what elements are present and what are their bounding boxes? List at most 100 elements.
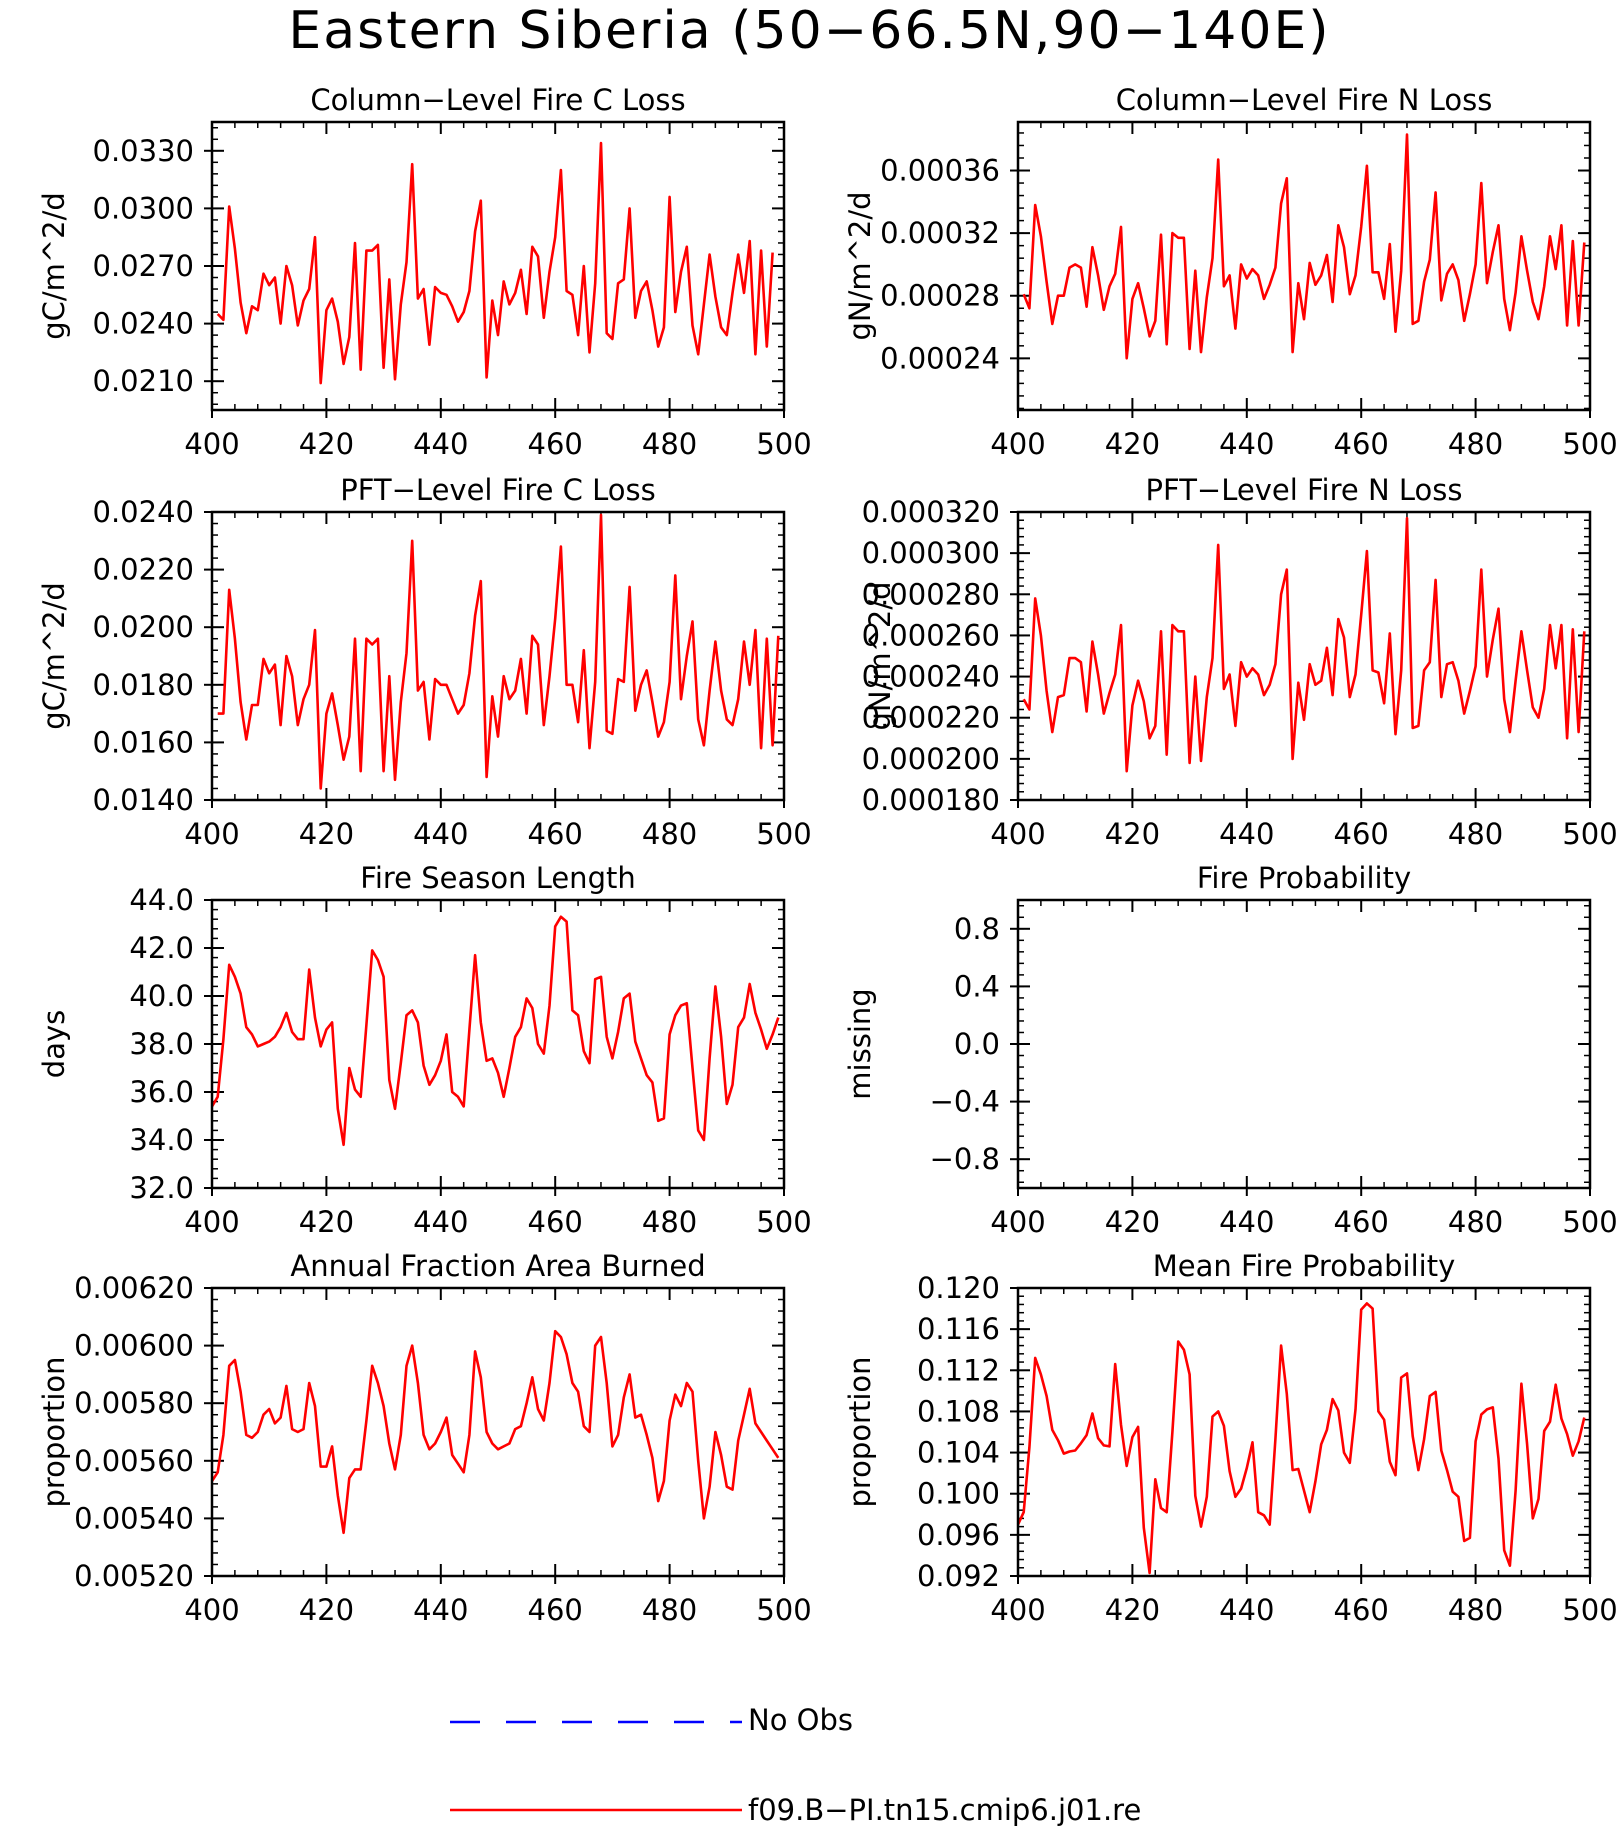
y-tick-label: 0.0240 <box>93 307 194 341</box>
y-tick-label: 0.000320 <box>862 495 1000 529</box>
y-tick-label: 40.0 <box>129 979 194 1013</box>
y-tick-label: 0.120 <box>917 1271 1000 1305</box>
x-tick-label: 400 <box>990 427 1045 461</box>
y-tick-label: −0.8 <box>930 1142 1000 1176</box>
y-tick-label: 0.092 <box>917 1559 1000 1593</box>
x-tick-label: 480 <box>1448 427 1503 461</box>
x-tick-label: 480 <box>642 427 697 461</box>
y-tick-label: 0.0140 <box>93 783 194 817</box>
y-tick-label: 0.4 <box>954 969 1000 1003</box>
x-tick-label: 500 <box>756 1593 811 1627</box>
y-tick-label: 0.000240 <box>862 660 1000 694</box>
plot-frame <box>210 510 786 802</box>
series-line <box>216 141 774 385</box>
y-tick-label: 0.0200 <box>93 610 194 644</box>
y-tick-label: 0.000260 <box>862 618 1000 652</box>
y-tick-label: 0.00580 <box>74 1386 194 1420</box>
plot-frame <box>1016 120 1592 412</box>
y-tick-label: 32.0 <box>129 1171 194 1205</box>
panel-title: Annual Fraction Area Burned <box>290 1249 705 1283</box>
x-tick-label: 460 <box>528 1205 583 1239</box>
y-tick-label: 0.000180 <box>862 783 1000 817</box>
x-tick-label: 500 <box>1562 427 1617 461</box>
plot-frame <box>210 1286 786 1578</box>
y-tick-label: 0.0210 <box>93 364 194 398</box>
x-tick-label: 500 <box>756 817 811 851</box>
y-tick-label: 0.0160 <box>93 725 194 759</box>
series-line <box>210 915 780 1147</box>
plot-frame <box>210 120 786 412</box>
y-tick-label: 0.0240 <box>93 495 194 529</box>
panel-4: PFT−Level Fire N Loss gN/m^2/d 400 420 440 46… <box>862 473 1618 851</box>
x-tick-label: 400 <box>184 1593 239 1627</box>
y-tick-label: 0.00024 <box>880 341 1000 375</box>
panel-7: Annual Fraction Area Burned proportion 400… <box>37 1249 812 1627</box>
y-axis-label: days <box>37 1010 71 1078</box>
x-tick-label: 420 <box>1105 427 1160 461</box>
panel-2: Column−Level Fire N Loss gN/m^2/d 400 420 44… <box>843 83 1618 461</box>
x-tick-label: 440 <box>1219 427 1274 461</box>
x-tick-label: 460 <box>1334 427 1389 461</box>
y-tick-label: 0.00032 <box>880 216 1000 250</box>
panel-6: Fire Probability missing 400 420 440 460 480 50… <box>843 861 1618 1239</box>
x-tick-label: 420 <box>1105 1205 1160 1239</box>
x-tick-label: 400 <box>184 817 239 851</box>
x-tick-label: 460 <box>528 817 583 851</box>
y-tick-label: 0.0300 <box>93 191 194 225</box>
y-tick-label: 0.108 <box>917 1394 1000 1428</box>
y-tick-label: 44.0 <box>129 883 194 917</box>
plot-frame <box>1016 1286 1592 1578</box>
y-tick-label: 0.000300 <box>862 536 1000 570</box>
y-tick-label: 0.104 <box>917 1436 1000 1470</box>
panel-title: Mean Fire Probability <box>1153 1249 1456 1283</box>
panel-1: Column−Level Fire C Loss gC/m^2/d 400 420 44… <box>37 83 812 461</box>
x-tick-label: 480 <box>642 817 697 851</box>
series-line <box>217 513 780 790</box>
x-tick-label: 440 <box>413 427 468 461</box>
y-tick-label: 0.000200 <box>862 742 1000 776</box>
panel-title: PFT−Level Fire C Loss <box>340 473 656 507</box>
y-tick-label: 42.0 <box>129 931 194 965</box>
y-axis-label: proportion <box>37 1356 71 1507</box>
panel-title: Column−Level Fire C Loss <box>310 83 685 117</box>
x-tick-label: 400 <box>184 1205 239 1239</box>
y-tick-label: 0.116 <box>917 1312 1000 1346</box>
y-tick-label: 0.8 <box>954 912 1000 946</box>
y-tick-label: 0.000220 <box>862 701 1000 735</box>
x-tick-label: 460 <box>1334 817 1389 851</box>
panel-8: Mean Fire Probability proportion 400 420 440… <box>843 1249 1618 1627</box>
x-tick-label: 480 <box>1448 1205 1503 1239</box>
y-axis-label: proportion <box>843 1356 877 1507</box>
y-axis-label: missing <box>843 988 877 1099</box>
y-tick-label: 0.112 <box>917 1353 1000 1387</box>
x-tick-label: 480 <box>1448 817 1503 851</box>
y-axis-label: gC/m^2/d <box>37 582 71 730</box>
y-tick-label: 0.00540 <box>74 1501 194 1535</box>
x-tick-label: 400 <box>184 427 239 461</box>
y-tick-label: 0.00036 <box>880 154 1000 188</box>
x-tick-label: 500 <box>1562 1205 1617 1239</box>
x-tick-label: 440 <box>413 1205 468 1239</box>
y-tick-label: 36.0 <box>129 1075 194 1109</box>
y-tick-label: 0.00600 <box>74 1329 194 1363</box>
x-tick-label: 460 <box>1334 1205 1389 1239</box>
panel-title: Fire Probability <box>1197 861 1411 895</box>
legend-label-model: f09.B−PI.tn15.cmip6.j01.re <box>748 1793 1142 1827</box>
legend <box>450 1720 742 1812</box>
series-line <box>1022 133 1586 360</box>
plot-frame <box>1016 898 1592 1190</box>
x-tick-label: 460 <box>528 1593 583 1627</box>
x-tick-label: 500 <box>1562 817 1617 851</box>
x-tick-label: 400 <box>990 817 1045 851</box>
x-tick-label: 500 <box>1562 1593 1617 1627</box>
x-tick-label: 500 <box>756 1205 811 1239</box>
x-tick-label: 440 <box>413 1593 468 1627</box>
x-tick-label: 480 <box>642 1205 697 1239</box>
y-tick-label: 0.00560 <box>74 1444 194 1478</box>
x-tick-label: 440 <box>1219 1205 1274 1239</box>
plot-frame <box>1016 510 1592 802</box>
y-tick-label: 38.0 <box>129 1027 194 1061</box>
panel-title: Column−Level Fire N Loss <box>1116 83 1493 117</box>
series-line <box>210 1329 780 1535</box>
